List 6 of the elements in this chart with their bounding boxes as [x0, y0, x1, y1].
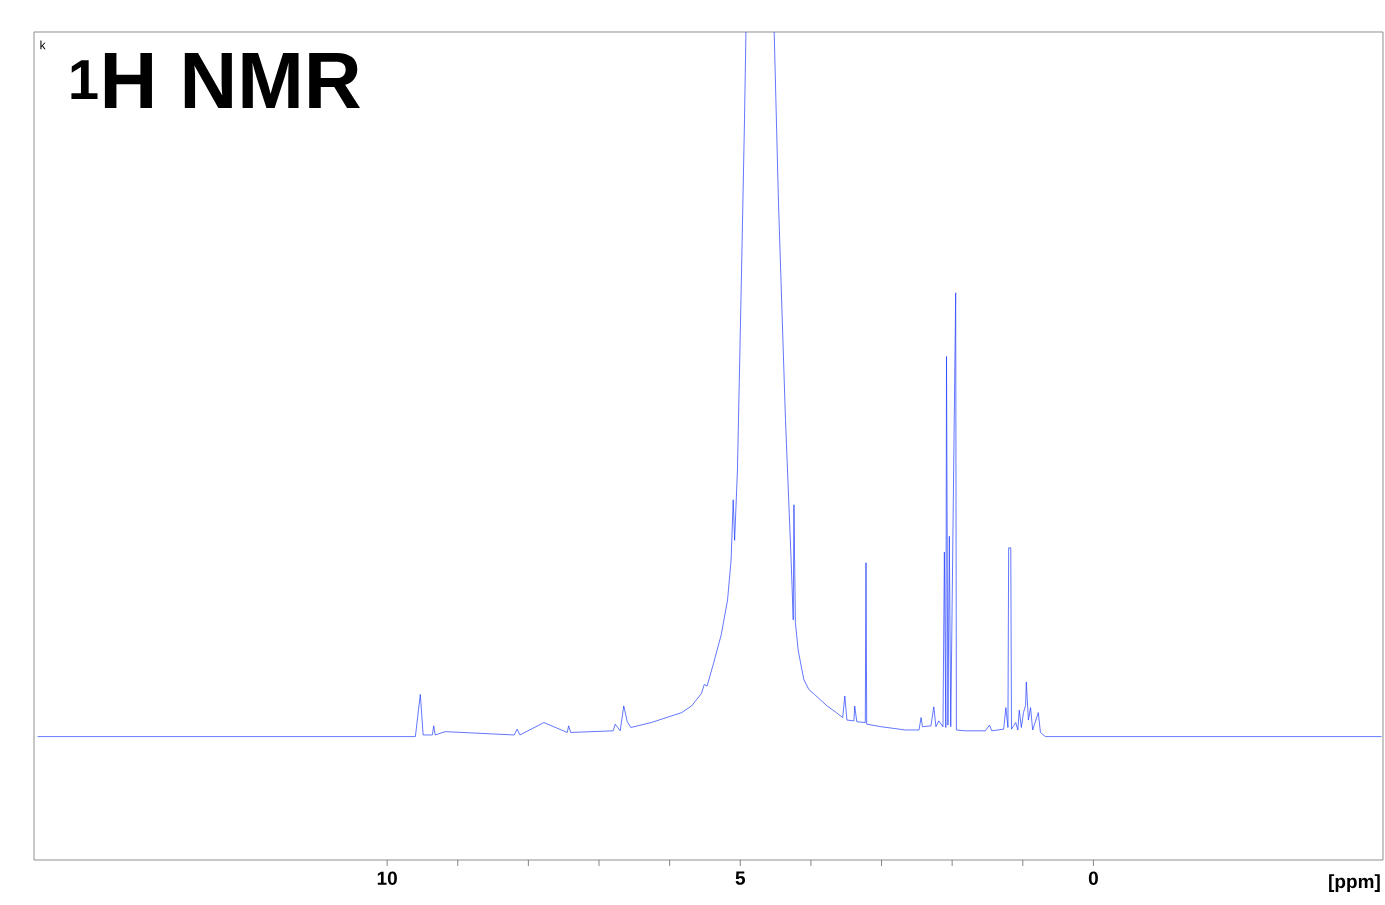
x-tick-label: 5 [735, 871, 746, 885]
x-tick-label: 0 [1088, 871, 1098, 885]
x-tick-label: 10 [377, 871, 397, 885]
x-axis-title: [ppm] [1329, 874, 1380, 892]
annotation: k [40, 40, 46, 50]
chart-title: $^{1}$H NMR [71, 52, 360, 108]
